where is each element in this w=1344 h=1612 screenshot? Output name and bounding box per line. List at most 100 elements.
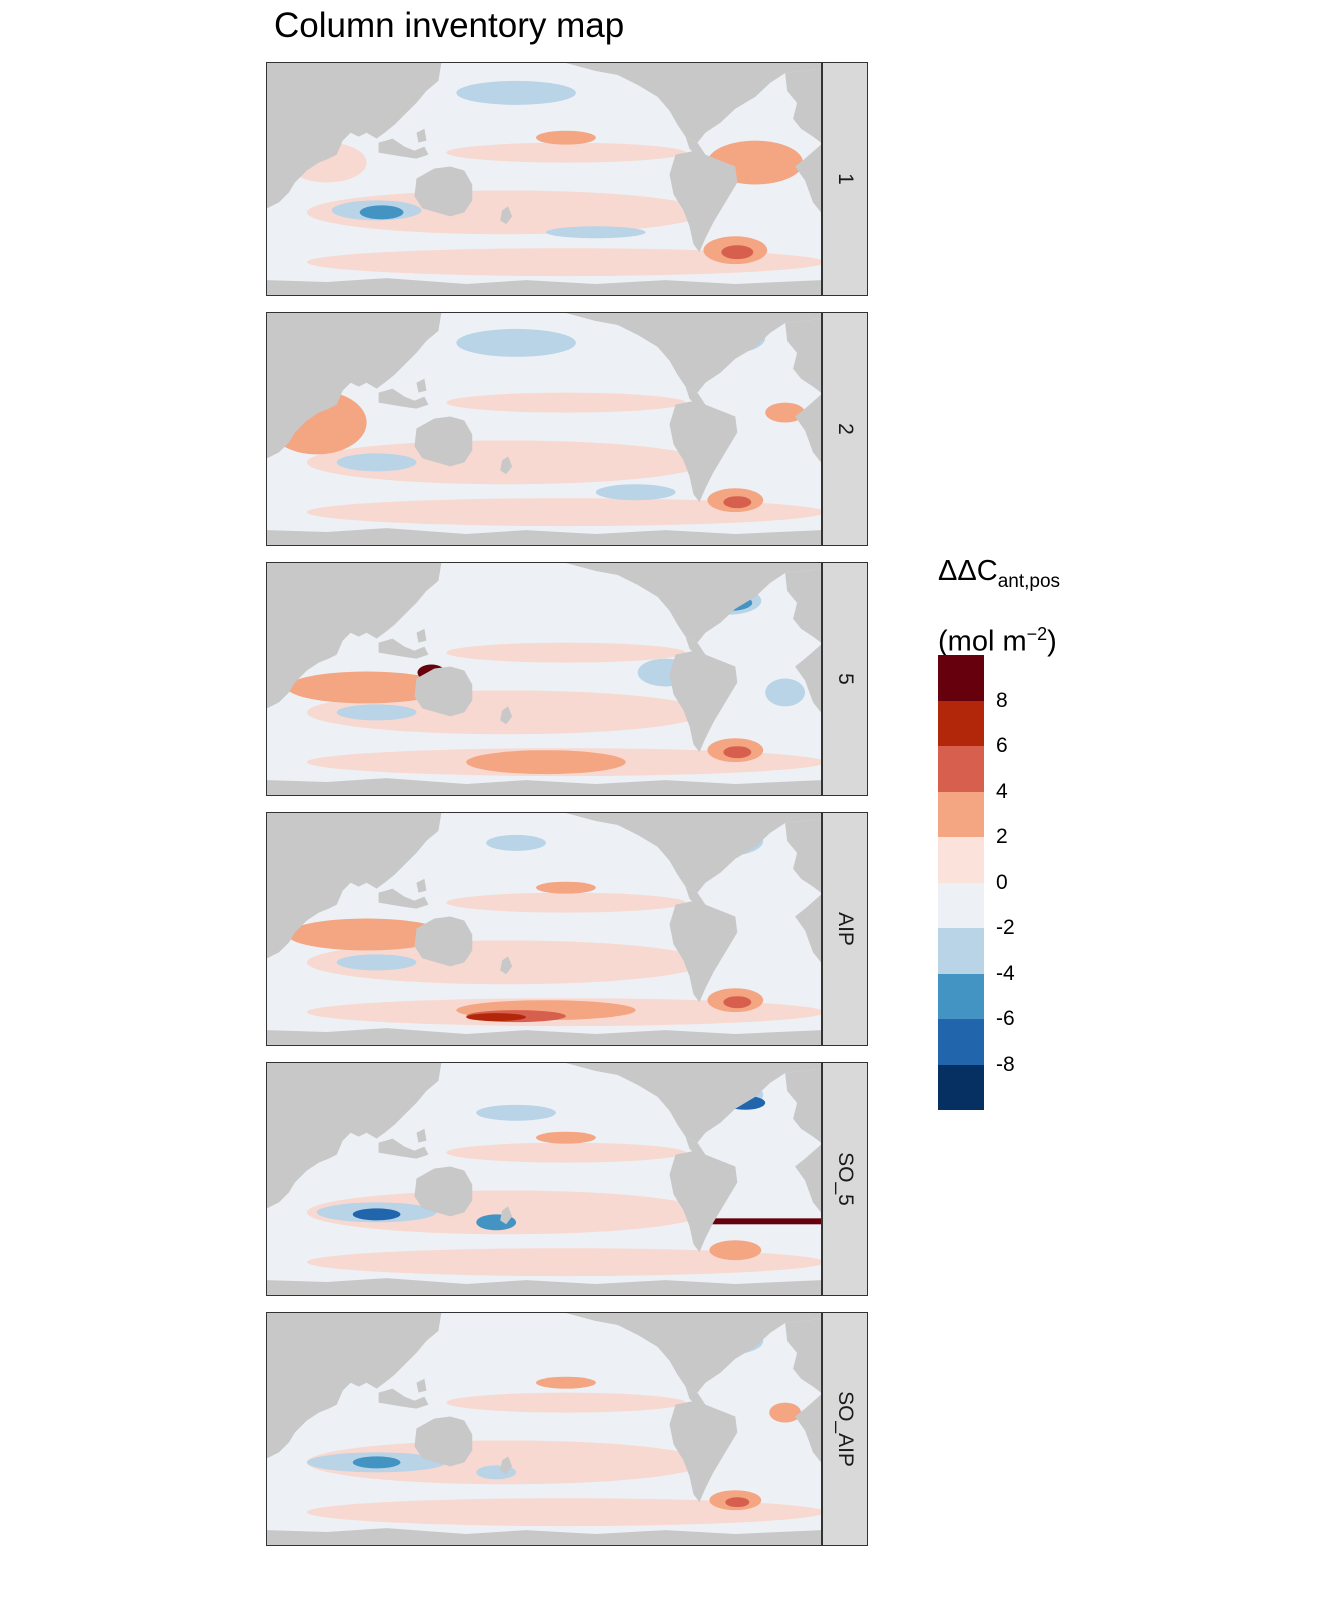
land-mask [267, 813, 442, 959]
land-mask [500, 956, 513, 975]
land-mask [267, 563, 442, 709]
inventory-anomaly-region [486, 834, 546, 851]
land-mask [416, 878, 427, 893]
inventory-anomaly-region [466, 750, 626, 775]
land-mask [500, 456, 513, 475]
land-mask [316, 1118, 339, 1153]
land-mask [267, 313, 442, 459]
land-mask [378, 1388, 429, 1409]
land-mask [378, 638, 429, 659]
land-mask [414, 416, 473, 467]
map-svg [267, 563, 821, 795]
inventory-anomaly-region [721, 245, 754, 260]
land-mask [267, 1278, 821, 1289]
land-mask [785, 1318, 821, 1393]
inventory-anomaly-region [306, 248, 821, 277]
legend-variable: ΔΔCant,pos [938, 555, 1061, 592]
colorbar-tick-label: 4 [996, 779, 1008, 803]
land-mask [416, 128, 427, 143]
land-mask [316, 368, 339, 403]
land-mask [795, 394, 821, 463]
land-mask [267, 1313, 442, 1459]
land-mask [500, 1206, 513, 1225]
inventory-anomaly-region [765, 402, 806, 423]
land-mask [414, 1416, 473, 1467]
colorbar-bin [938, 655, 984, 701]
inventory-anomaly-region [765, 678, 806, 707]
facet-label: SO_5 [834, 1152, 857, 1206]
colorbar-tick-label: 8 [996, 688, 1008, 712]
land-mask [378, 138, 429, 159]
land-mask [795, 1144, 821, 1213]
inventory-anomaly-region [545, 226, 646, 239]
map-plot-area [266, 562, 822, 796]
colorbar-bin [938, 746, 984, 792]
land-mask [267, 778, 821, 789]
land-mask [565, 1313, 821, 1393]
colorbar-tick-label: -6 [996, 1007, 1015, 1030]
inventory-anomaly-region [536, 881, 596, 894]
land-mask [565, 1063, 821, 1143]
land-mask [316, 1368, 339, 1403]
legend-title: ΔΔCant,pos (mol m−2) [938, 545, 1238, 667]
colorbar-tick-label: 0 [996, 870, 1008, 894]
inventory-anomaly-region [769, 1402, 802, 1423]
facet-panel: 2 [266, 312, 868, 546]
land-mask [316, 868, 339, 903]
land-mask [414, 916, 473, 967]
colorbar-tick-label: -4 [996, 961, 1015, 985]
inventory-anomaly-region [723, 496, 752, 509]
facet-strip: SO_5 [822, 1062, 868, 1296]
inventory-anomaly-region [446, 642, 686, 663]
inventory-anomaly-region [446, 1142, 686, 1163]
facet-panel: SO_AIP [266, 1312, 868, 1546]
map-svg [267, 313, 821, 545]
land-mask [565, 563, 821, 643]
land-mask [669, 1150, 738, 1253]
facet-strip: 5 [822, 562, 868, 796]
inventory-anomaly-region [446, 142, 686, 163]
land-mask [267, 538, 821, 545]
land-mask [785, 818, 821, 893]
land-mask [267, 528, 821, 539]
inventory-anomaly-region [306, 1498, 821, 1527]
land-mask [267, 288, 821, 295]
colorbar-tick-label: -8 [996, 1052, 1015, 1076]
land-mask [267, 1028, 821, 1039]
land-mask [669, 1400, 738, 1503]
inventory-anomaly-region [456, 328, 576, 357]
facet-label: 1 [834, 173, 857, 185]
land-mask [500, 206, 513, 225]
inventory-anomaly-region [446, 392, 686, 413]
land-mask [785, 318, 821, 393]
land-mask [267, 1063, 442, 1209]
inventory-anomaly-region [723, 746, 752, 759]
chart-title: Column inventory map [274, 6, 625, 45]
colorbar-legend: ΔΔCant,pos (mol m−2) 8 6 4 2 0 -2 -4 -6 -8 [938, 545, 1238, 1125]
facet-panel: 1 [266, 62, 868, 296]
land-mask [414, 166, 473, 217]
legend-unit: (mol m−2) [938, 623, 1057, 658]
inventory-anomaly-region [306, 498, 821, 527]
land-mask [316, 618, 339, 653]
colorbar-bin [938, 973, 984, 1019]
land-mask [795, 894, 821, 963]
land-mask [267, 788, 821, 795]
inventory-anomaly-region [536, 1376, 596, 1389]
land-mask [785, 68, 821, 143]
colorbar-ticks: 8 6 4 2 0 -2 -4 -6 -8 [996, 655, 1056, 1110]
land-mask [795, 144, 821, 213]
facet-panels: 1 2 5 AIP SO_5 SO_AIP [266, 62, 868, 1546]
land-mask [267, 278, 821, 289]
land-mask [565, 313, 821, 393]
inventory-anomaly-region [536, 130, 596, 145]
colorbar-bin [938, 882, 984, 928]
land-mask [267, 1288, 821, 1295]
inventory-anomaly-region [595, 484, 676, 501]
land-mask [267, 1038, 821, 1045]
inventory-anomaly-region [286, 671, 447, 704]
colorbar-bin [938, 837, 984, 883]
land-mask [500, 1456, 513, 1475]
facet-strip: 2 [822, 312, 868, 546]
land-mask [785, 1068, 821, 1143]
